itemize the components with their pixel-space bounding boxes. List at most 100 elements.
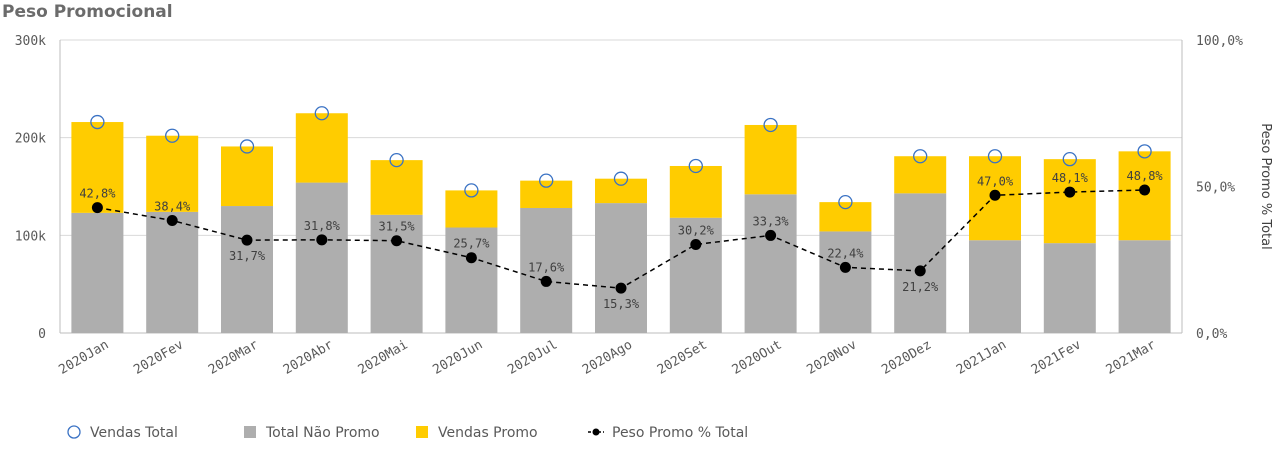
legend-label: Vendas Total [90,425,178,441]
peso-promo-data-label: 31,5% [379,220,416,234]
peso-promo-data-label: 30,2% [678,224,715,238]
vendas-total-point [239,139,255,154]
x-tick-label: 2020Fev [131,337,186,377]
x-tick-label: 2020Jun [430,337,485,377]
peso-promo-data-label: 31,7% [229,249,266,263]
y-left-tick-label: 0 [38,327,46,342]
peso-promo-point [391,235,403,247]
peso-promo-point [241,234,253,246]
vendas-total-point [389,152,404,168]
peso-promo-data-label: 48,8% [1127,169,1164,183]
legend-marker-bar [244,426,256,438]
x-tick-label: 2020Dez [879,337,934,377]
x-tick-label: 2021Mar [1104,337,1159,377]
bar-vendas-promo [1043,159,1096,244]
peso-promo-point [989,189,1001,201]
peso-promo-point [1064,186,1076,198]
peso-promo-point [765,229,777,241]
bar-total-nao-promo [819,231,872,333]
x-tick-label: 2020Jan [56,337,111,377]
legend-marker-point [592,428,600,436]
legend-label: Vendas Promo [438,425,538,441]
bar-total-nao-promo [595,203,647,333]
bar-total-nao-promo [445,227,498,333]
peso-promo-point [914,265,926,277]
x-tick-label: 2020Nov [804,337,859,377]
legend-marker-vendas-total [67,425,81,439]
x-tick-label: 2020Set [655,337,710,377]
vendas-total-point [913,149,928,164]
peso-promo-point [615,282,627,294]
peso-promo-data-label: 15,3% [603,297,640,311]
y-right-tick-label: 50,0% [1196,181,1235,196]
bar-vendas-promo [445,190,498,228]
peso-promo-point [316,234,328,246]
peso-promo-point [690,239,702,251]
bar-vendas-promo [221,146,273,207]
peso-promo-data-label: 33,3% [753,214,790,228]
bar-vendas-promo [71,122,124,213]
peso-promo-point [465,252,477,264]
vendas-total-point [987,149,1003,164]
bar-total-nao-promo [744,194,797,333]
vendas-total-point [1062,152,1077,167]
peso-promo-point [839,261,851,273]
bar-vendas-promo [295,113,348,183]
bar-total-nao-promo [71,212,124,333]
bar-vendas-promo [744,124,797,195]
vendas-total-point [165,128,180,143]
legend-marker-bar [416,426,428,438]
y-right-axis-title: Peso Promo % Total [1258,123,1273,249]
legend-label: Peso Promo % Total [612,425,748,441]
peso-promo-data-label: 31,8% [304,219,341,233]
peso-promo-data-label: 48,1% [1052,171,1089,185]
x-tick-label: 2020Jul [505,337,560,377]
bar-total-nao-promo [146,211,199,333]
vendas-total-point [314,106,329,121]
vendas-total-point [1137,144,1152,159]
chart-title: Peso Promocional [2,2,173,22]
bar-vendas-promo [894,156,947,194]
bar-total-nao-promo [370,214,423,333]
vendas-total-point [838,194,853,210]
vendas-total-point [464,183,479,198]
bar-vendas-promo [669,165,722,218]
bar-total-nao-promo [221,206,273,333]
bar-vendas-promo [1118,151,1171,241]
peso-promo-data-label: 38,4% [154,199,191,213]
peso-promo-data-label: 42,8% [79,187,116,201]
x-tick-label: 2020Mai [356,337,411,377]
bar-total-nao-promo [295,182,348,333]
bar-total-nao-promo [894,193,947,333]
bar-total-nao-promo [1043,243,1096,333]
bar-vendas-promo [146,135,199,212]
y-right-tick-label: 100,0% [1196,34,1243,49]
peso-promo-point [91,202,103,214]
x-tick-label: 2020Abr [281,337,336,377]
vendas-total-point [688,158,703,174]
vendas-total-point [613,171,629,186]
x-tick-label: 2020Ago [580,337,635,377]
vendas-total-point [90,114,105,130]
y-left-tick-label: 300k [15,34,46,49]
x-tick-label: 2021Jan [954,337,1009,377]
x-tick-label: 2020Out [730,337,785,377]
peso-promo-point [166,214,178,226]
x-tick-label: 2021Fev [1029,337,1084,377]
bar-total-nao-promo [1118,240,1171,333]
y-left-tick-label: 100k [15,229,46,244]
x-tick-label: 2020Mar [206,337,261,377]
bar-vendas-promo [595,178,647,204]
bar-vendas-promo [520,180,573,208]
peso-promo-data-label: 22,4% [827,246,864,260]
peso-promo-data-label: 17,6% [528,260,565,274]
peso-promo-point [540,275,552,287]
peso-promo-data-label: 47,0% [977,174,1014,188]
legend-label: Total Não Promo [265,425,380,441]
peso-promo-data-label: 21,2% [902,280,939,294]
bar-total-nao-promo [520,207,573,333]
bar-total-nao-promo [969,240,1021,333]
peso-promo-point [1139,184,1151,196]
bar-total-nao-promo [669,217,722,333]
